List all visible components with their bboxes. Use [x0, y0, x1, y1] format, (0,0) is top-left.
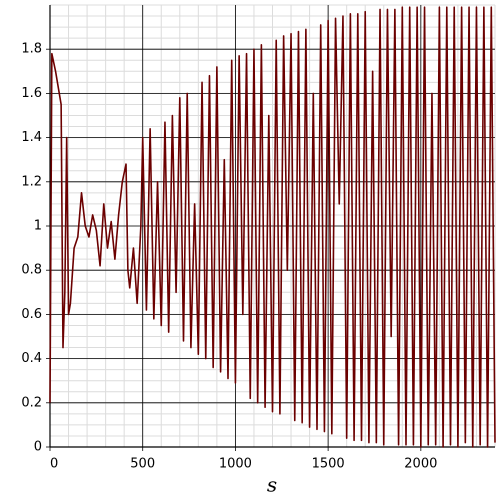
x-tick-label: 2000 — [404, 457, 437, 472]
data-line — [49, 6, 496, 448]
x-tick-label: 1500 — [312, 457, 345, 472]
y-tick-label: 0.2 — [21, 395, 42, 410]
x-tick-label: 1000 — [219, 457, 252, 472]
y-tick-label: 1.4 — [21, 130, 42, 145]
y-tick-label: 1.6 — [21, 86, 42, 101]
y-tick-label: 1 — [34, 219, 42, 234]
x-tick-label: 500 — [130, 457, 155, 472]
x-axis-label: s — [267, 473, 277, 497]
y-tick-label: 0.8 — [21, 263, 42, 278]
y-tick-label: 1.2 — [21, 174, 42, 189]
y-tick-label: 0 — [34, 440, 42, 455]
y-tick-label: 0.6 — [21, 307, 42, 322]
x-tick-label: 0 — [50, 457, 58, 472]
y-tick-label: 0.4 — [21, 351, 42, 366]
y-tick-label: 1.8 — [21, 42, 42, 57]
